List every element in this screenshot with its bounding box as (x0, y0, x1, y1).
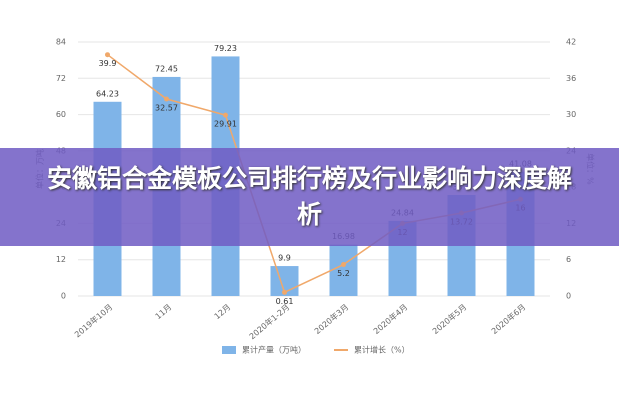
y-tick-label: 72 (56, 74, 66, 83)
line-value-label: 0.61 (276, 297, 294, 306)
legend-swatch (222, 346, 236, 354)
y-tick-label: 60 (56, 110, 66, 119)
title-banner: 安徽铝合金模板公司排行榜及行业影响力深度解析 (0, 148, 619, 246)
y-tick-label: 84 (56, 38, 66, 47)
x-tick-label: 12月 (213, 303, 233, 322)
legend-label: 累计增长（%） (354, 345, 410, 355)
line-point (341, 262, 346, 268)
x-tick-label: 2020年4月 (371, 302, 409, 336)
bar-value-label: 72.45 (155, 64, 178, 73)
x-tick-label: 2019年10月 (72, 302, 114, 340)
bar-value-label: 64.23 (96, 89, 119, 98)
y2-tick-label: 36 (566, 74, 576, 83)
y2-tick-label: 0 (566, 292, 571, 301)
x-tick-label: 2020年6月 (489, 302, 527, 336)
line-value-label: 29.91 (214, 120, 237, 129)
bar-value-label: 9.9 (278, 254, 291, 263)
y2-tick-label: 6 (566, 255, 571, 264)
legend-label: 累计产量（万吨） (242, 345, 306, 355)
bar-value-label: 79.23 (214, 44, 237, 53)
line-point (105, 52, 110, 58)
line-point (164, 96, 169, 102)
bar (329, 244, 358, 296)
x-tick-label: 2020年1-2月 (247, 302, 291, 341)
x-tick-label: 2020年5月 (430, 302, 468, 336)
line-point (223, 112, 228, 118)
line-value-label: 32.57 (155, 104, 178, 113)
y2-tick-label: 30 (566, 110, 576, 119)
x-tick-label: 2020年3月 (312, 302, 350, 336)
y2-tick-label: 42 (566, 38, 576, 47)
y-tick-label: 12 (56, 255, 66, 264)
line-value-label: 5.2 (337, 269, 350, 278)
line-value-label: 39.9 (99, 59, 117, 68)
x-tick-label: 11月 (154, 303, 174, 322)
line-point (282, 289, 287, 295)
y-tick-label: 0 (61, 292, 66, 301)
overlay-title: 安徽铝合金模板公司排行榜及行业影响力深度解析 (46, 164, 572, 229)
